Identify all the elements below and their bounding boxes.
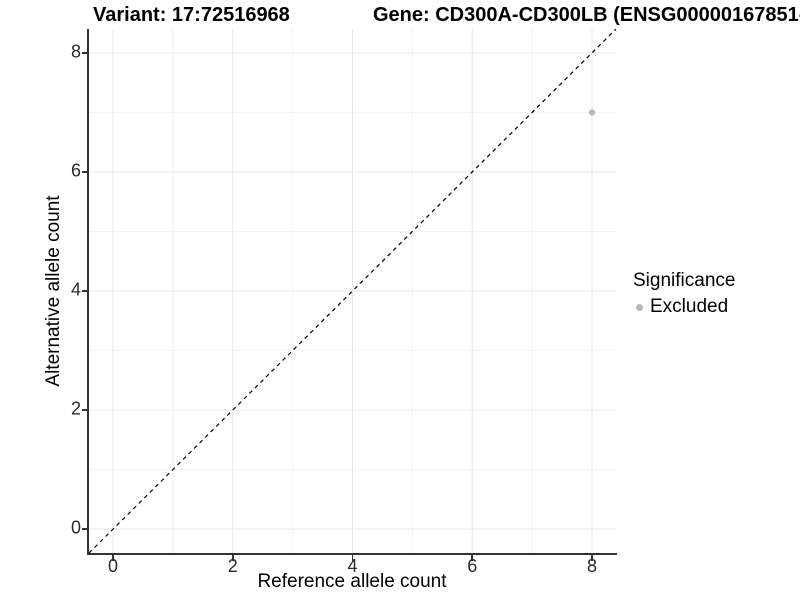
x-tick: [112, 555, 114, 561]
x-tick-label: 8: [587, 556, 598, 576]
y-tick-label: 4: [70, 279, 81, 300]
panel-svg: [89, 29, 616, 553]
y-axis-title: Alternative allele count: [43, 195, 64, 387]
y-tick: [81, 290, 88, 292]
x-tick-label: 6: [467, 556, 478, 576]
y-tick: [81, 528, 88, 531]
x-tick: [351, 555, 354, 561]
x-tick-label: 2: [227, 556, 238, 576]
x-tick: [591, 555, 593, 561]
x-tick-label: 4: [347, 556, 358, 576]
x-axis-title: Reference allele count: [257, 571, 447, 592]
plot-title-gene: Gene: CD300A-CD300LB (ENSG00000167851-: [373, 4, 800, 26]
data-point: [588, 109, 596, 116]
chart-panel: [89, 29, 616, 553]
y-tick: [81, 409, 88, 411]
y-tick: [81, 51, 88, 54]
x-tick-label: 0: [107, 556, 118, 576]
y-tick-label: 6: [70, 160, 81, 181]
legend-item: Excluded: [633, 296, 735, 318]
x-axis-line: [87, 553, 618, 555]
reference-diagonal-line: [89, 29, 616, 553]
x-tick: [471, 555, 474, 561]
y-tick-label: 0: [70, 517, 81, 538]
legend: Significance Excluded: [633, 270, 735, 318]
y-tick: [81, 171, 88, 173]
legend-point-icon: [636, 303, 643, 311]
y-tick-label: 2: [70, 398, 81, 419]
legend-item-label: Excluded: [650, 296, 729, 317]
y-axis-line: [87, 29, 90, 555]
x-tick: [231, 555, 234, 561]
plot-title-variant: Variant: 17:72516968: [93, 4, 290, 26]
y-tick-label: 8: [70, 41, 81, 62]
legend-title: Significance: [633, 270, 736, 291]
